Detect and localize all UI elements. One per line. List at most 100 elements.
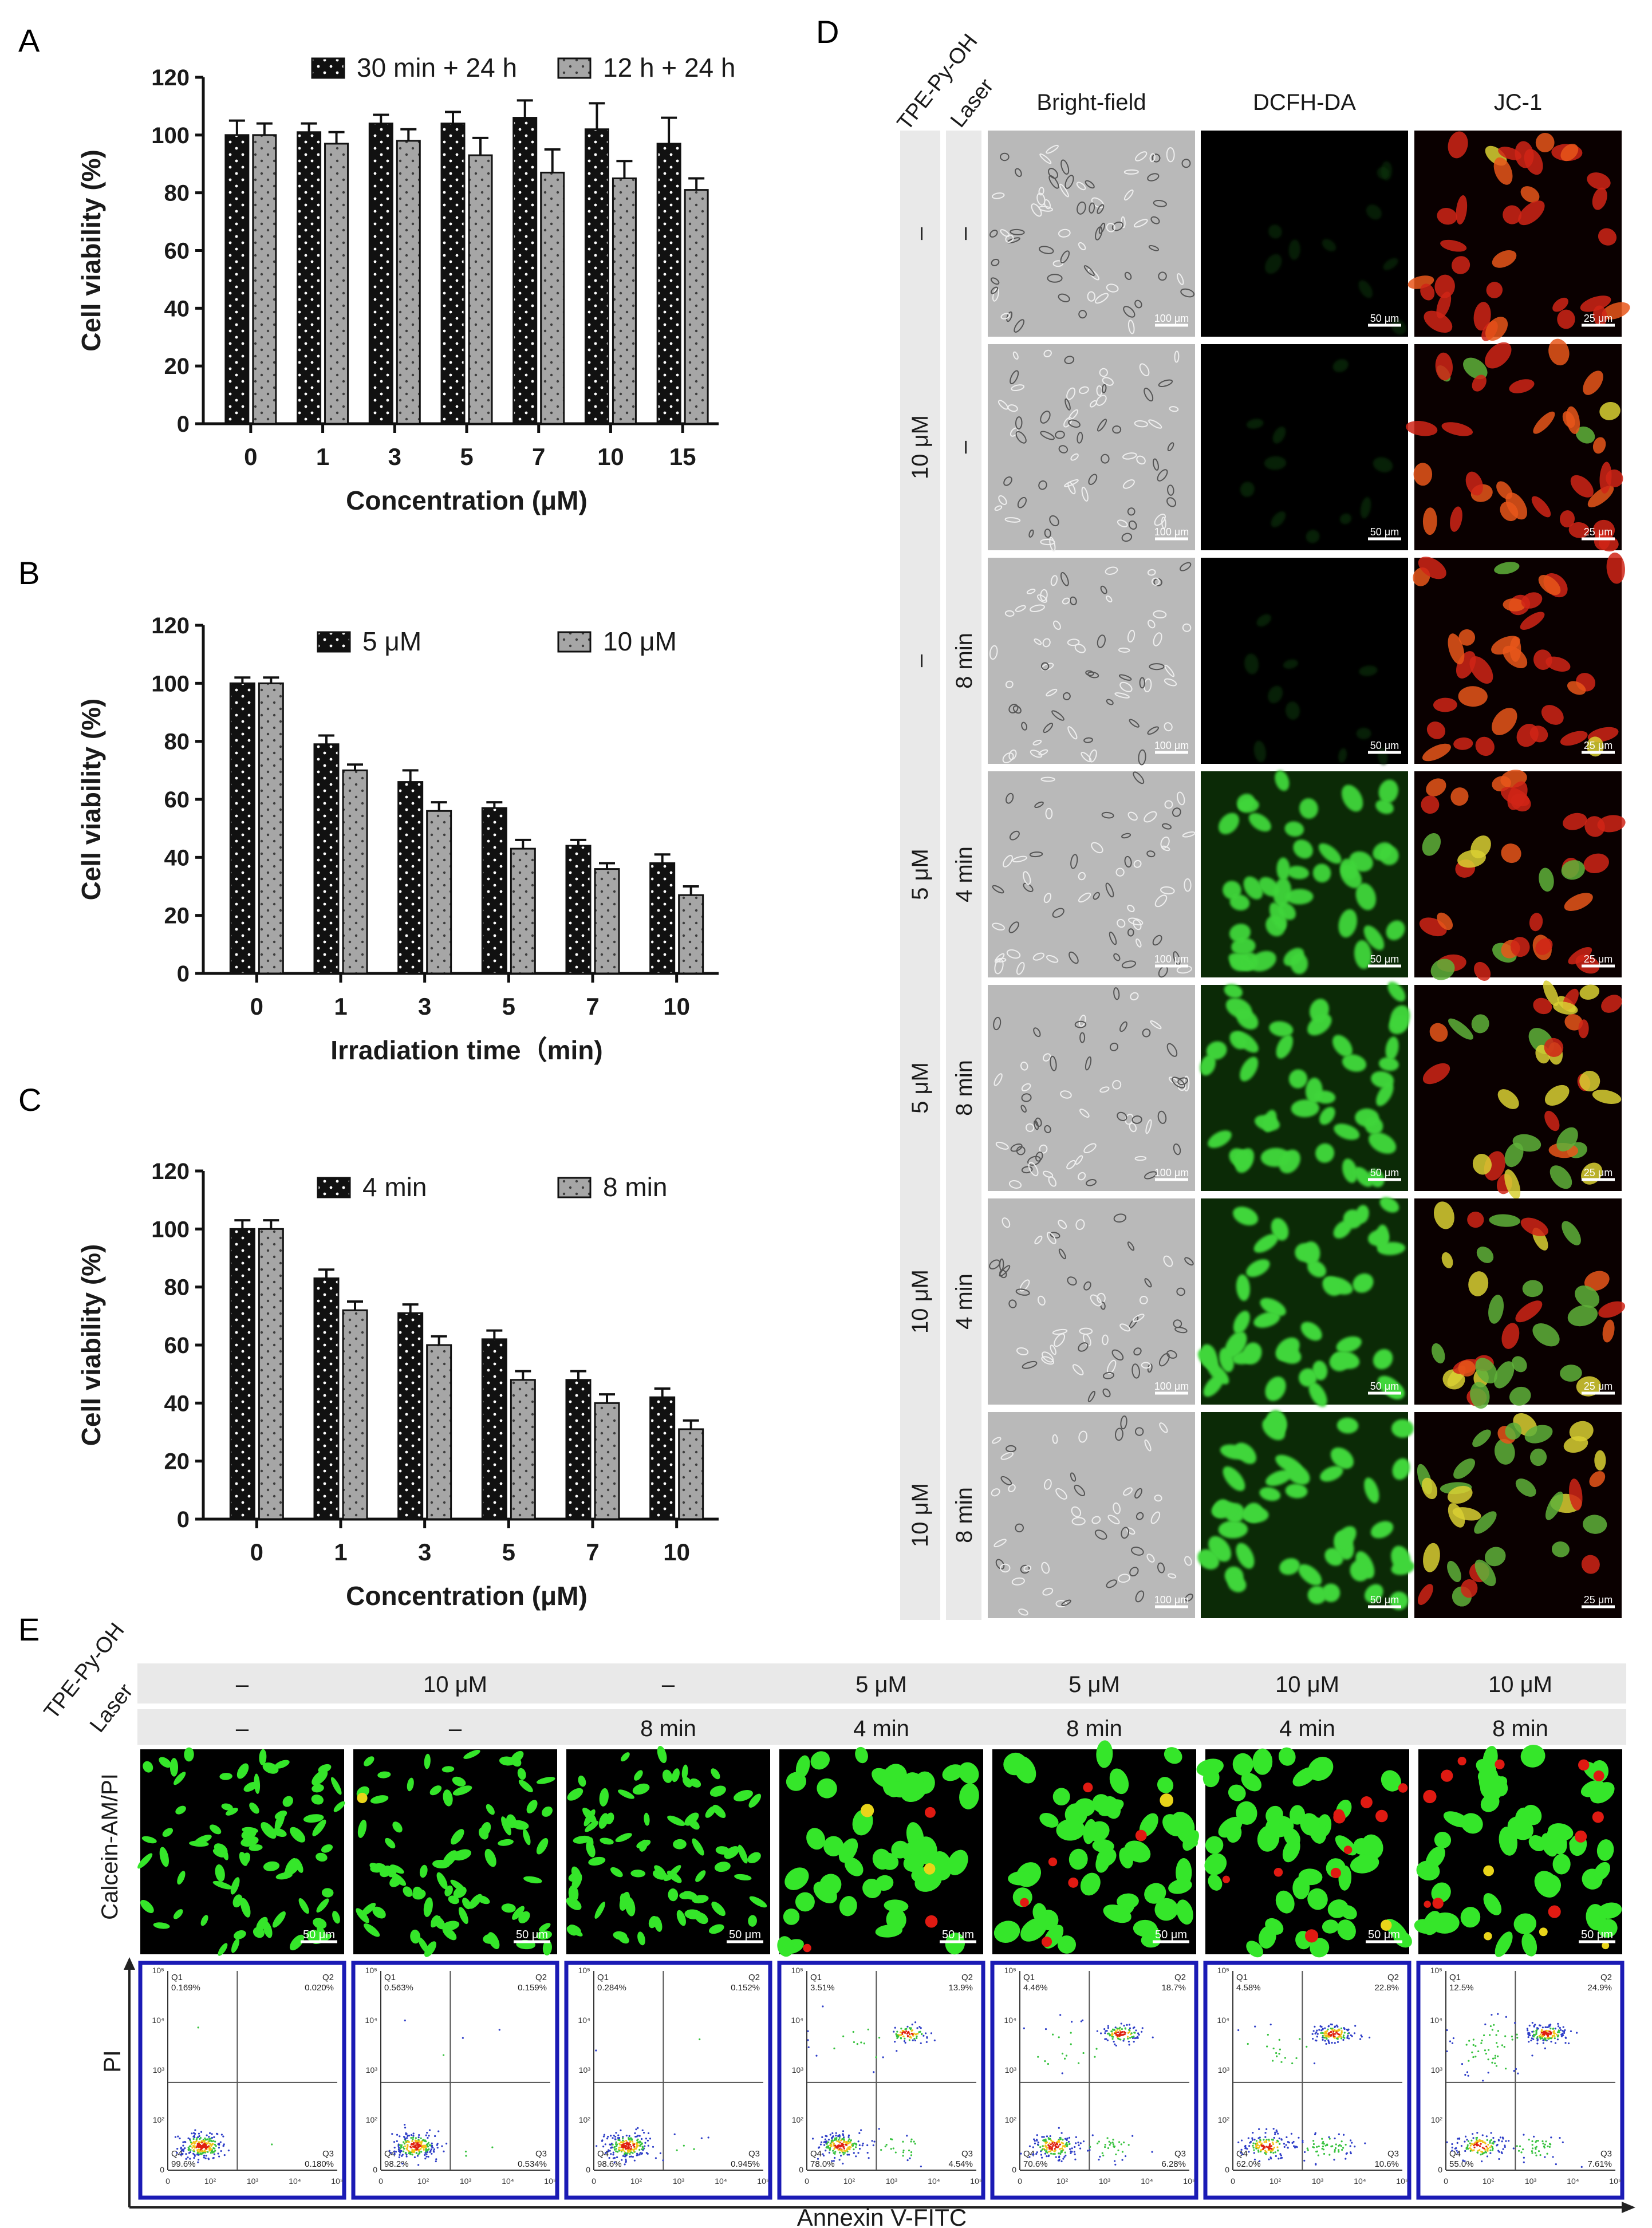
flow-event	[417, 2139, 420, 2141]
live-cell	[175, 1805, 186, 1815]
cell	[1129, 1567, 1139, 1577]
flow-event	[1070, 2152, 1072, 2154]
live-cell	[708, 1924, 724, 1934]
cell	[1164, 722, 1173, 732]
flow-y-tick: 0	[1438, 2165, 1442, 2174]
flow-event	[1346, 2029, 1349, 2032]
x-tick-label: 5	[460, 443, 473, 470]
green-cell	[1334, 1123, 1360, 1140]
flow-event	[1259, 2160, 1261, 2162]
flow-event	[843, 2147, 845, 2150]
flow-event	[1118, 2038, 1121, 2040]
flow-event	[1267, 2146, 1269, 2148]
cell	[1058, 1248, 1066, 1260]
flow-event	[910, 2033, 913, 2035]
live-cell	[1074, 1798, 1095, 1817]
flow-event	[1451, 2150, 1453, 2152]
flow-event	[1054, 2143, 1056, 2146]
flow-event	[615, 2148, 617, 2150]
flow-event	[210, 2143, 212, 2146]
flow-event	[1082, 2052, 1085, 2055]
flow-event	[1268, 2146, 1271, 2148]
flow-event	[1129, 2030, 1131, 2033]
green-cell	[1364, 1477, 1379, 1504]
flow-event	[1124, 2155, 1127, 2158]
live-cell	[1083, 1819, 1097, 1844]
jc1-bg	[1414, 1412, 1622, 1618]
flow-event	[1044, 2149, 1046, 2151]
green-cell	[1197, 1349, 1219, 1371]
flow-event	[1105, 2030, 1107, 2032]
flow-event	[847, 2134, 850, 2136]
q3-value: 0.945%	[731, 2159, 760, 2169]
green-cell	[1322, 239, 1336, 251]
flow-x-tick: 10⁵	[1183, 2176, 1195, 2186]
mito-cell	[1579, 1070, 1600, 1092]
flow-event	[613, 2161, 616, 2163]
flow-event	[428, 2144, 431, 2147]
flow-event	[608, 2149, 610, 2151]
live-cell	[748, 1915, 757, 1927]
flow-event	[441, 2145, 443, 2147]
flow-event	[1056, 2141, 1058, 2143]
live-cell	[486, 1804, 495, 1815]
flow-event	[1491, 2061, 1493, 2064]
cell	[1107, 1515, 1120, 1525]
flow-event	[177, 2135, 179, 2138]
flow-event	[1104, 2146, 1106, 2148]
mito-cell	[1515, 1478, 1536, 1497]
flow-event	[414, 2144, 416, 2147]
live-cell	[364, 1923, 380, 1937]
flow-event	[908, 2033, 911, 2036]
q1-value: 12.5%	[1449, 1983, 1474, 1993]
cell	[1115, 1428, 1123, 1441]
flow-event	[1064, 2057, 1066, 2060]
flow-event	[1541, 2140, 1544, 2143]
flow-event	[635, 2147, 637, 2150]
flow-event	[411, 2140, 413, 2142]
flow-event	[826, 2135, 828, 2138]
flow-event	[831, 2132, 834, 2135]
flow-event	[412, 2138, 414, 2140]
cell	[1008, 1484, 1016, 1492]
live-cell	[407, 1777, 414, 1792]
cell	[993, 1539, 1007, 1548]
flow-event	[1334, 2026, 1336, 2028]
flow-event	[410, 2134, 413, 2136]
flow-event	[849, 2146, 851, 2148]
cell	[1123, 189, 1134, 201]
bar-series1	[649, 862, 676, 975]
mito-cell	[1560, 510, 1575, 528]
flow-event	[1522, 2148, 1524, 2151]
flow-event	[622, 2155, 625, 2157]
cell	[1111, 221, 1123, 231]
bar-series1	[440, 123, 466, 425]
live-cell	[259, 1749, 267, 1765]
mito-cell	[1599, 462, 1612, 494]
cell	[1052, 620, 1061, 630]
cell	[1064, 398, 1071, 411]
green-cell	[1353, 1273, 1374, 1293]
flow-event	[608, 2157, 610, 2159]
flow-event	[1052, 2033, 1054, 2036]
cell	[1134, 1488, 1142, 1499]
cell	[1123, 169, 1139, 175]
flow-event	[1490, 2132, 1492, 2134]
flow-event	[891, 2138, 893, 2140]
legend-label: 10 μM	[603, 626, 677, 656]
flow-event	[646, 2152, 649, 2155]
green-cell	[1324, 1548, 1343, 1566]
cell	[1055, 431, 1065, 439]
cell	[1052, 1434, 1058, 1444]
flow-event	[1325, 2042, 1327, 2045]
cell	[1043, 893, 1052, 904]
flow-event	[1299, 2038, 1301, 2040]
flow-event	[1340, 2033, 1343, 2036]
flow-event	[1492, 2136, 1495, 2139]
flow-event	[1473, 2146, 1476, 2148]
bar-series1	[656, 143, 681, 425]
live-cell	[377, 1771, 391, 1779]
flow-event	[179, 2137, 181, 2140]
flow-x-tick: 10³	[673, 2176, 685, 2186]
cell	[1039, 1144, 1048, 1154]
